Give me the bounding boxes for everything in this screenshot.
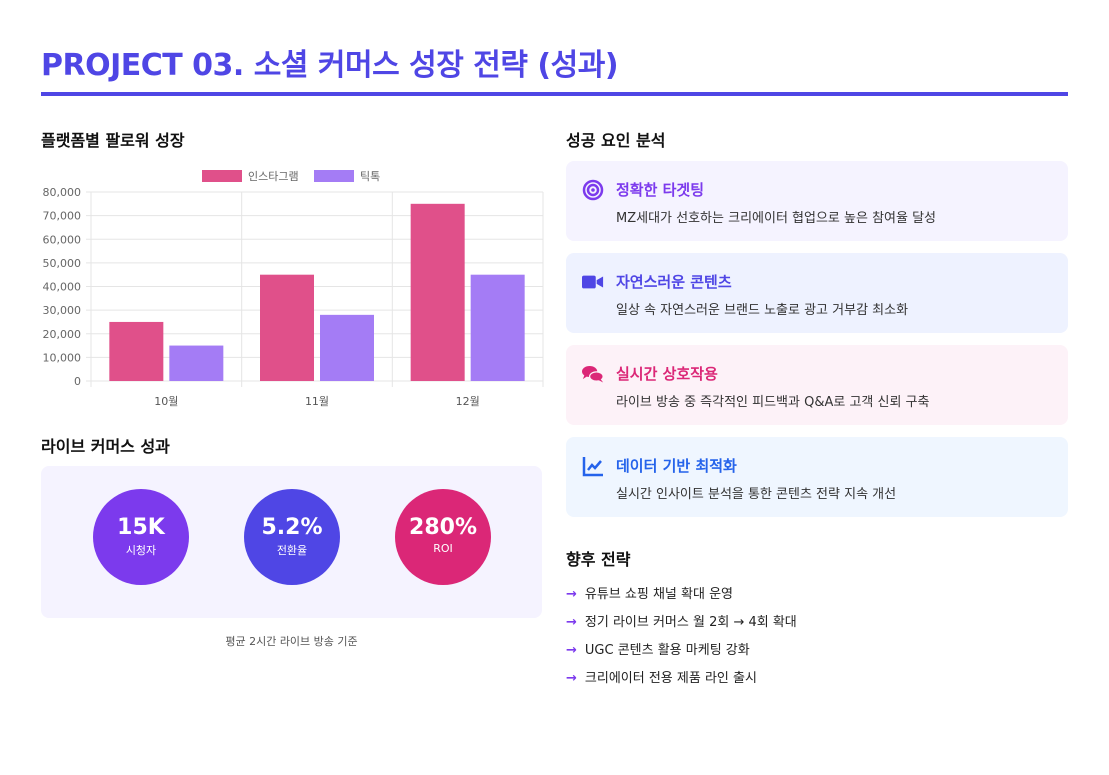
future-item-text: 정기 라이브 커머스 월 2회 → 4회 확대 [584, 615, 797, 630]
y-tick-label: 20,000 [43, 328, 82, 341]
y-tick-label: 40,000 [43, 281, 82, 294]
y-tick-label: 60,000 [43, 233, 82, 246]
y-tick-label: 50,000 [43, 257, 82, 270]
factors-section-title: 성공 요인 분석 [566, 131, 666, 150]
future-item: → UGC 콘텐츠 활용 마케팅 강화 [566, 639, 750, 658]
future-item-text: UGC 콘텐츠 활용 마케팅 강화 [584, 643, 750, 658]
y-tick-label: 30,000 [43, 304, 82, 317]
metric-value: 5.2% [261, 515, 323, 540]
bar-tiktok [320, 314, 374, 381]
bar-instagram [260, 274, 314, 381]
bar-tiktok [470, 274, 525, 381]
page-title: PROJECT 03. 소셜 커머스 성장 전략 (성과) [41, 48, 619, 83]
y-tick-label: 80,000 [43, 186, 82, 199]
y-tick-label: 10,000 [43, 351, 82, 364]
factor-title: 데이터 기반 최적화 [616, 457, 737, 475]
legend-label: 틱톡 [360, 170, 380, 183]
title-divider [41, 92, 1068, 96]
target-icon [582, 179, 604, 201]
factor-desc: 일상 속 자연스러운 브랜드 노출로 광고 거부감 최소화 [616, 303, 909, 318]
chart-section-title: 플랫폼별 팔로워 성장 [41, 131, 185, 150]
bar-instagram [410, 203, 465, 381]
live-note: 평균 2시간 라이브 방송 기준 [225, 635, 358, 648]
chart-line-icon [582, 457, 603, 477]
legend-label: 인스타그램 [248, 170, 299, 183]
legend-swatch [314, 170, 354, 182]
live-section-title: 라이브 커머스 성과 [41, 437, 170, 456]
x-tick-label: 10월 [154, 395, 178, 408]
x-tick-label: 12월 [456, 395, 480, 408]
arrow-right-icon: → [566, 587, 577, 602]
metric-roi: 280% ROI [395, 489, 491, 585]
future-item: → 크리에이터 전용 제품 라인 출시 [566, 667, 757, 686]
future-item-text: 크리에이터 전용 제품 라인 출시 [584, 671, 757, 686]
factor-desc: 라이브 방송 중 즉각적인 피드백과 Q&A로 고객 신뢰 구축 [616, 395, 930, 410]
future-item: → 유튜브 쇼핑 채널 확대 운영 [566, 583, 733, 602]
live-metrics-panel: 15K 시청자 5.2% 전환율 280% ROI [41, 466, 542, 618]
x-tick-label: 11월 [305, 395, 329, 408]
factor-card-interaction: 실시간 상호작용 라이브 방송 중 즉각적인 피드백과 Q&A로 고객 신뢰 구… [566, 345, 1068, 425]
metric-value: 15K [117, 515, 165, 540]
video-icon [582, 275, 604, 289]
bar-instagram [109, 321, 164, 381]
arrow-right-icon: → [566, 615, 577, 630]
y-tick-label: 0 [74, 375, 81, 388]
factor-desc: 실시간 인사이트 분석을 통한 콘텐츠 전략 지속 개선 [616, 487, 897, 502]
factor-desc: MZ세대가 선호하는 크리에이터 협업으로 높은 참여율 달성 [616, 211, 936, 226]
factor-title: 실시간 상호작용 [616, 365, 718, 383]
factor-title: 자연스러운 콘텐츠 [616, 273, 732, 291]
arrow-right-icon: → [566, 643, 577, 658]
factor-card-content: 자연스러운 콘텐츠 일상 속 자연스러운 브랜드 노출로 광고 거부감 최소화 [566, 253, 1068, 333]
metric-value: 280% [409, 515, 477, 540]
comments-icon [582, 365, 604, 383]
metric-label: ROI [433, 542, 453, 555]
metric-conversion: 5.2% 전환율 [244, 489, 340, 585]
future-section-title: 향후 전략 [566, 550, 631, 569]
future-item-text: 유튜브 쇼핑 채널 확대 운영 [584, 587, 733, 602]
metric-label: 시청자 [125, 544, 157, 557]
future-item: → 정기 라이브 커머스 월 2회 → 4회 확대 [566, 611, 797, 630]
y-tick-label: 70,000 [43, 210, 82, 223]
follower-bar-chart: 0 10,000 20,000 30,000 40,000 50,000 60,000 70,… [43, 170, 544, 408]
factor-title: 정확한 타겟팅 [616, 181, 705, 199]
metric-label: 전환율 [276, 544, 308, 557]
metric-viewers: 15K 시청자 [93, 489, 189, 585]
factor-card-targeting: 정확한 타겟팅 MZ세대가 선호하는 크리에이터 협업으로 높은 참여율 달성 [566, 161, 1068, 241]
factor-card-data: 데이터 기반 최적화 실시간 인사이트 분석을 통한 콘텐츠 전략 지속 개선 [566, 437, 1068, 517]
bar-tiktok [169, 345, 224, 381]
legend-swatch [202, 170, 242, 182]
arrow-right-icon: → [566, 671, 577, 686]
